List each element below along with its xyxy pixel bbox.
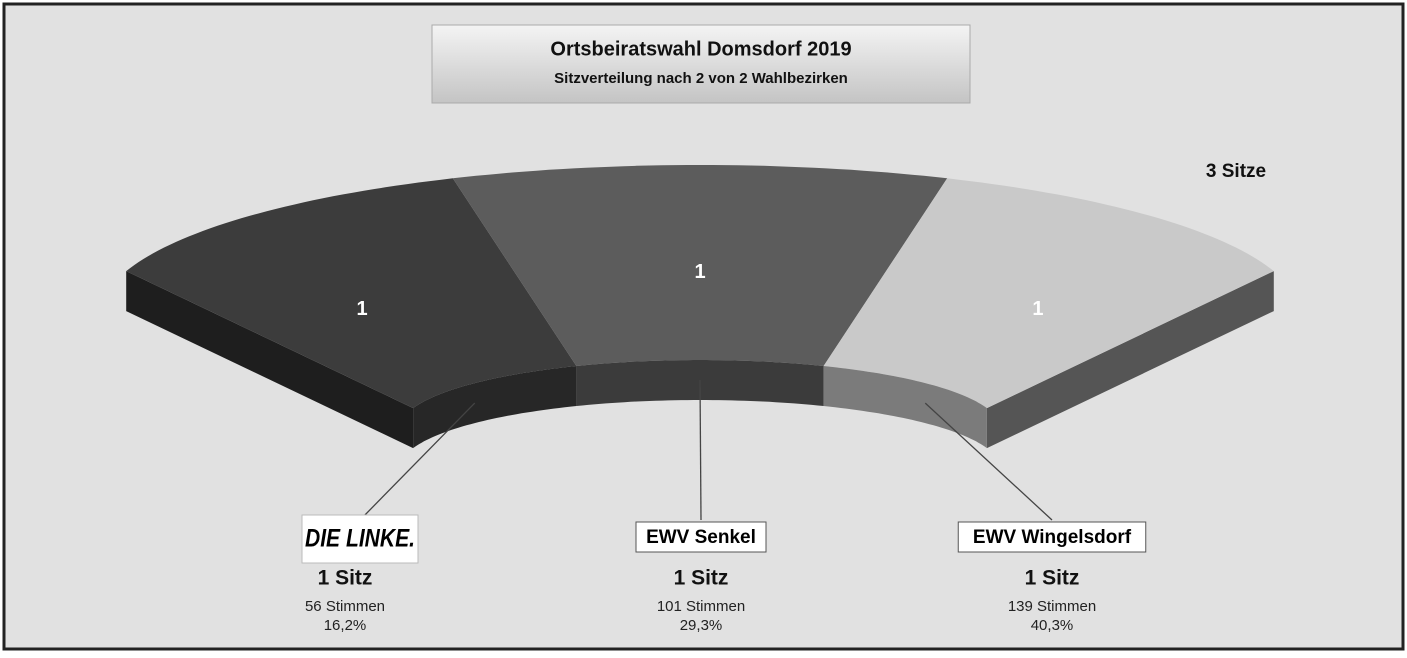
title-box [431,24,971,104]
seat-value: 1 [357,298,368,320]
right-end-face [986,271,1274,449]
party-name: EWV Senkel [646,527,756,548]
seat-value: 1 [1032,298,1043,320]
seat-label: 1 Sitz [1025,567,1080,590]
total-seats: 3 Sitze [1206,161,1266,182]
share-label: 40,3% [1031,617,1074,634]
segment-front [413,366,577,449]
chart-title: Ortsbeiratswahl Domsdorf 2019 [550,38,851,60]
leader-line [359,402,476,521]
segment-top [452,165,948,366]
seat-label: 1 Sitz [674,567,729,590]
seat-value: 1 [694,261,705,283]
segment-front [823,366,987,449]
party-box [957,521,1147,553]
party-box [301,514,419,564]
vote-label: 139 Stimmen [1008,598,1096,615]
left-end-face [126,271,414,449]
seat-arc [126,165,1274,449]
vote-label: 56 Stimmen [305,598,385,615]
party-box [635,521,767,553]
share-label: 16,2% [324,617,367,634]
vote-label: 101 Stimmen [657,598,745,615]
party-name: EWV Wingelsdorf [973,527,1132,548]
segment-top [126,178,577,409]
leader-line [924,402,1053,521]
leader-line [699,379,702,521]
chart-subtitle: Sitzverteilung nach 2 von 2 Wahlbezirken [554,70,848,87]
party-name: DIE LINKE. [305,525,415,553]
share-label: 29,3% [680,617,723,634]
seat-label: 1 Sitz [318,567,373,590]
labels: 1 DIE LINKE. 1 Sitz 56 Stimmen 16,2% 1 EWV Sen… [301,261,1147,634]
segment-top [823,178,1274,409]
